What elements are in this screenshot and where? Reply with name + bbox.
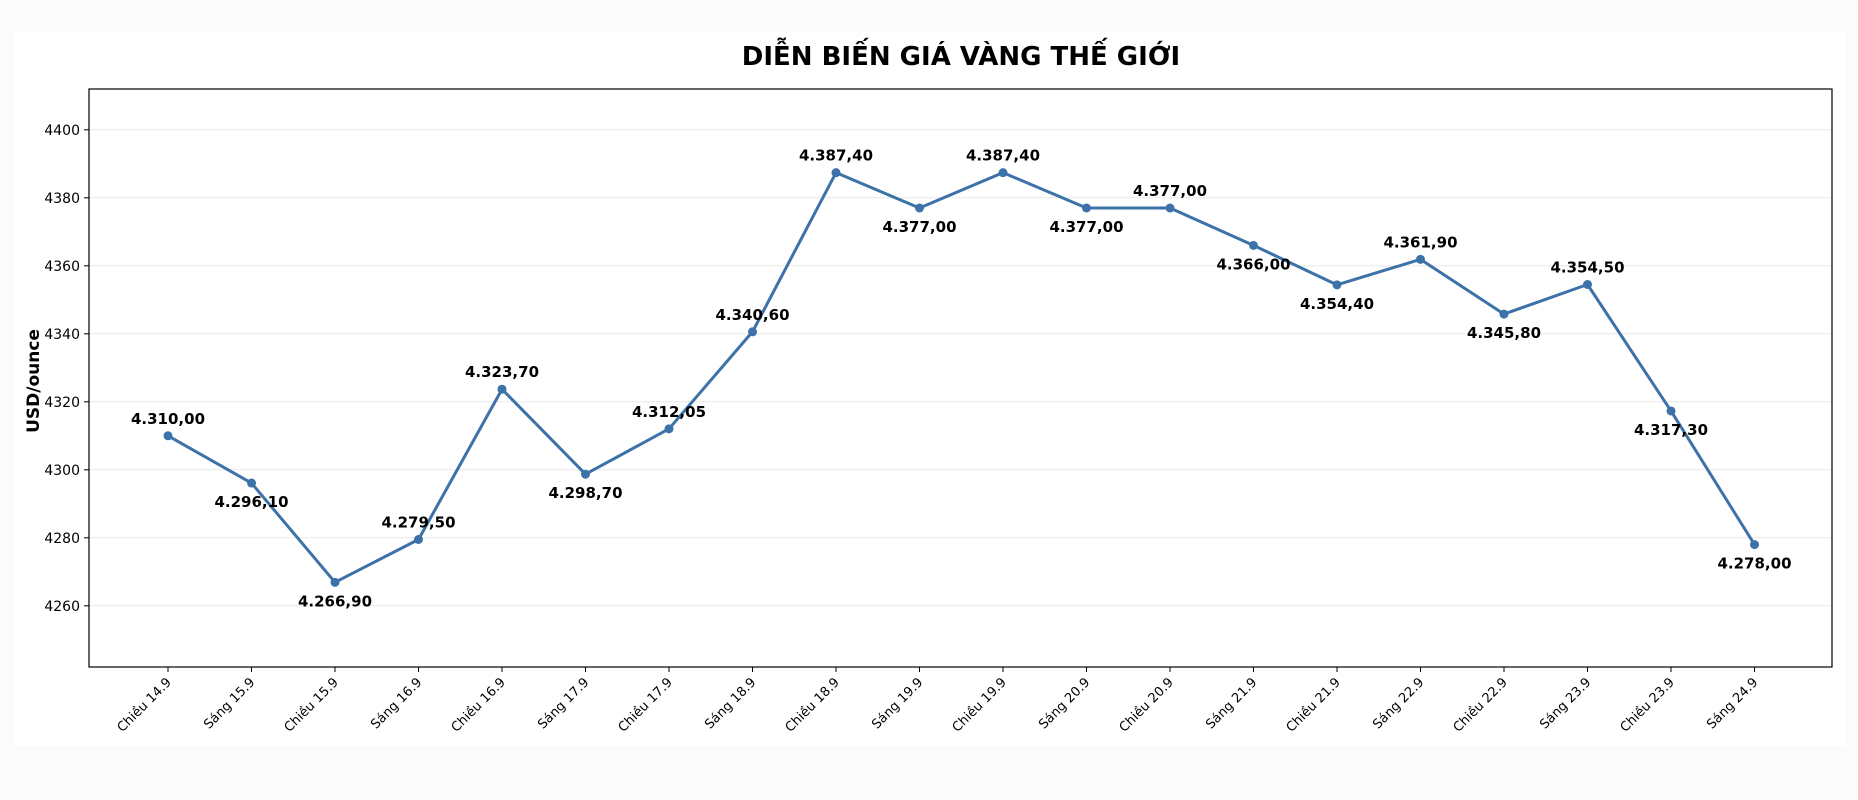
x-tick-label: Sáng 16.9 bbox=[368, 675, 425, 732]
x-tick-label: Chiều 14.9 bbox=[115, 675, 175, 735]
x-tick-label: Chiều 19.9 bbox=[950, 675, 1010, 735]
data-point bbox=[1666, 406, 1676, 416]
y-tick-label: 4360 bbox=[44, 259, 80, 275]
x-tick-label: Sáng 18.9 bbox=[702, 675, 759, 732]
data-point bbox=[1583, 280, 1592, 289]
data-label: 4.296,10 bbox=[214, 493, 288, 511]
data-point bbox=[1332, 280, 1342, 290]
x-tick-label: Chiều 17.9 bbox=[616, 675, 676, 735]
x-tick-label: Chiều 22.9 bbox=[1451, 675, 1511, 735]
grid-layer bbox=[89, 129, 1832, 607]
data-point bbox=[1499, 309, 1509, 319]
y-tick-label: 4280 bbox=[44, 531, 80, 547]
data-label: 4.278,00 bbox=[1717, 555, 1791, 573]
x-tick-label: Chiều 23.9 bbox=[1618, 675, 1678, 735]
plot-frame bbox=[88, 88, 1833, 668]
data-label: 4.312,05 bbox=[632, 403, 706, 421]
x-tick-label: Chiều 21.9 bbox=[1284, 675, 1344, 735]
data-point bbox=[998, 168, 1008, 178]
x-tick-label: Sáng 17.9 bbox=[535, 675, 592, 732]
x-tick-label: Sáng 24.9 bbox=[1704, 675, 1761, 732]
data-label: 4.366,00 bbox=[1216, 255, 1290, 273]
data-label: 4.377,00 bbox=[882, 218, 956, 236]
x-tick-label: Chiều 20.9 bbox=[1117, 675, 1177, 735]
y-axis-label: USD/ounce bbox=[24, 329, 44, 433]
data-point bbox=[497, 384, 507, 394]
y-tick-label: 4340 bbox=[44, 327, 80, 343]
data-point bbox=[831, 168, 841, 178]
data-label: 4.266,90 bbox=[298, 592, 372, 610]
data-label: 4.345,80 bbox=[1467, 324, 1541, 342]
data-point bbox=[1165, 203, 1175, 213]
line-chart: DIỄN BIẾN GIÁ VÀNG THẾ GIỚI USD/ounce 42… bbox=[24, 36, 1833, 736]
x-tick-label: Chiều 16.9 bbox=[449, 675, 509, 735]
axis-layer: 4260 4280 4300 4320 4340 4360 4380 4400 Chiều 14… bbox=[44, 123, 1761, 736]
x-tick-label: Sáng 20.9 bbox=[1036, 675, 1093, 732]
data-point bbox=[748, 327, 757, 337]
x-tick-label: Sáng 15.9 bbox=[201, 675, 258, 732]
data-point bbox=[581, 469, 590, 479]
data-point bbox=[330, 577, 340, 587]
chart-title: DIỄN BIẾN GIÁ VÀNG THẾ GIỚI bbox=[742, 36, 1180, 72]
x-tick-label: Chiều 15.9 bbox=[282, 675, 342, 735]
data-label-layer: 4.310,00 4.296,10 4.266,90 4.279,50 4.323,70… bbox=[131, 147, 1792, 611]
data-label: 4.387,40 bbox=[799, 147, 873, 165]
chart-figure: DIỄN BIẾN GIÁ VÀNG THẾ GIỚI USD/ounce 42… bbox=[13, 32, 1845, 746]
series-line bbox=[167, 171, 1756, 584]
data-label: 4.317,30 bbox=[1634, 421, 1708, 439]
data-label: 4.361,90 bbox=[1383, 233, 1457, 251]
data-label: 4.354,40 bbox=[1300, 295, 1374, 313]
data-label: 4.279,50 bbox=[381, 514, 455, 532]
data-label: 4.298,70 bbox=[548, 484, 622, 502]
data-label: 4.340,60 bbox=[715, 306, 789, 324]
data-point bbox=[163, 431, 173, 441]
x-tick-label: Sáng 21.9 bbox=[1203, 675, 1260, 732]
data-point bbox=[664, 424, 674, 434]
data-label: 4.387,40 bbox=[966, 147, 1040, 165]
y-tick-label: 4260 bbox=[44, 599, 80, 615]
y-tick-label: 4320 bbox=[44, 395, 80, 411]
x-tick-label: Sáng 19.9 bbox=[869, 675, 926, 732]
data-point bbox=[915, 203, 924, 213]
y-tick-label: 4400 bbox=[44, 123, 80, 139]
data-label: 4.377,00 bbox=[1133, 182, 1207, 200]
series-layer bbox=[163, 168, 1759, 587]
y-tick-label: 4380 bbox=[44, 191, 80, 207]
data-point bbox=[1750, 540, 1759, 550]
data-label: 4.377,00 bbox=[1049, 218, 1123, 236]
x-tick-label: Sáng 23.9 bbox=[1537, 675, 1594, 732]
data-label: 4.323,70 bbox=[465, 363, 539, 381]
x-tick-label: Sáng 22.9 bbox=[1370, 675, 1427, 732]
data-point bbox=[1249, 240, 1258, 250]
data-point bbox=[1082, 203, 1091, 213]
data-label: 4.354,50 bbox=[1550, 259, 1624, 277]
data-label: 4.310,00 bbox=[131, 410, 205, 428]
data-point bbox=[247, 478, 256, 488]
data-point bbox=[414, 535, 423, 544]
data-point bbox=[1416, 254, 1425, 264]
x-tick-label: Chiều 18.9 bbox=[783, 675, 843, 735]
y-tick-label: 4300 bbox=[44, 463, 80, 479]
